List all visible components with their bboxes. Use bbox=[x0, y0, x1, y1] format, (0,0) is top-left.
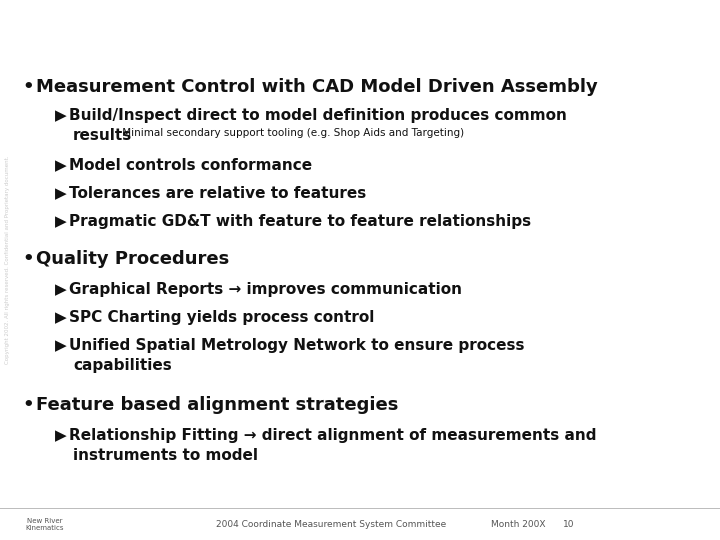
Text: Pragmatic GD&T with feature to feature relationships: Pragmatic GD&T with feature to feature r… bbox=[69, 214, 531, 229]
Text: Tolerances are relative to features: Tolerances are relative to features bbox=[69, 186, 366, 201]
Text: Month 200X: Month 200X bbox=[491, 519, 546, 529]
Text: Quality Procedures: Quality Procedures bbox=[36, 250, 229, 268]
Text: Unified Spatial Metrology Network to ensure process: Unified Spatial Metrology Network to ens… bbox=[69, 338, 524, 353]
Text: •: • bbox=[22, 78, 34, 96]
Text: Copyright 2002. All rights reserved. Confidential and Proprietary document.: Copyright 2002. All rights reserved. Con… bbox=[5, 156, 10, 364]
Text: Measurement Control: Measurement Control bbox=[15, 18, 287, 38]
Text: instruments to model: instruments to model bbox=[73, 448, 258, 463]
Text: Relationship Fitting → direct alignment of measurements and: Relationship Fitting → direct alignment … bbox=[69, 428, 596, 443]
Text: 2004 Coordinate Measurement System Committee: 2004 Coordinate Measurement System Commi… bbox=[216, 519, 446, 529]
Text: Minimal secondary support tooling (e.g. Shop Aids and Targeting): Minimal secondary support tooling (e.g. … bbox=[119, 128, 464, 138]
Text: ▶: ▶ bbox=[55, 282, 67, 297]
Text: 10: 10 bbox=[563, 519, 575, 529]
Text: results: results bbox=[73, 128, 132, 143]
Text: ▶: ▶ bbox=[55, 158, 67, 173]
Text: ▶: ▶ bbox=[55, 338, 67, 353]
Text: Measurement Control with CAD Model Driven Assembly: Measurement Control with CAD Model Drive… bbox=[36, 78, 598, 96]
Text: ▶: ▶ bbox=[55, 428, 67, 443]
Text: Graphical Reports → improves communication: Graphical Reports → improves communicati… bbox=[69, 282, 462, 297]
Text: •: • bbox=[22, 396, 34, 414]
Text: ▶: ▶ bbox=[55, 214, 67, 229]
Text: Build/Inspect direct to model definition produces common: Build/Inspect direct to model definition… bbox=[69, 108, 567, 123]
Text: Feature based alignment strategies: Feature based alignment strategies bbox=[36, 396, 398, 414]
Text: ▶: ▶ bbox=[55, 186, 67, 201]
Text: ▶: ▶ bbox=[55, 108, 67, 123]
Text: •: • bbox=[22, 250, 34, 268]
Text: ▶: ▶ bbox=[55, 310, 67, 325]
Text: SPC Charting yields process control: SPC Charting yields process control bbox=[69, 310, 374, 325]
Text: Model controls conformance: Model controls conformance bbox=[69, 158, 312, 173]
Text: capabilities: capabilities bbox=[73, 358, 172, 373]
Text: New River
Kinematics: New River Kinematics bbox=[26, 517, 64, 530]
Text: AIRBUS: AIRBUS bbox=[649, 515, 700, 528]
